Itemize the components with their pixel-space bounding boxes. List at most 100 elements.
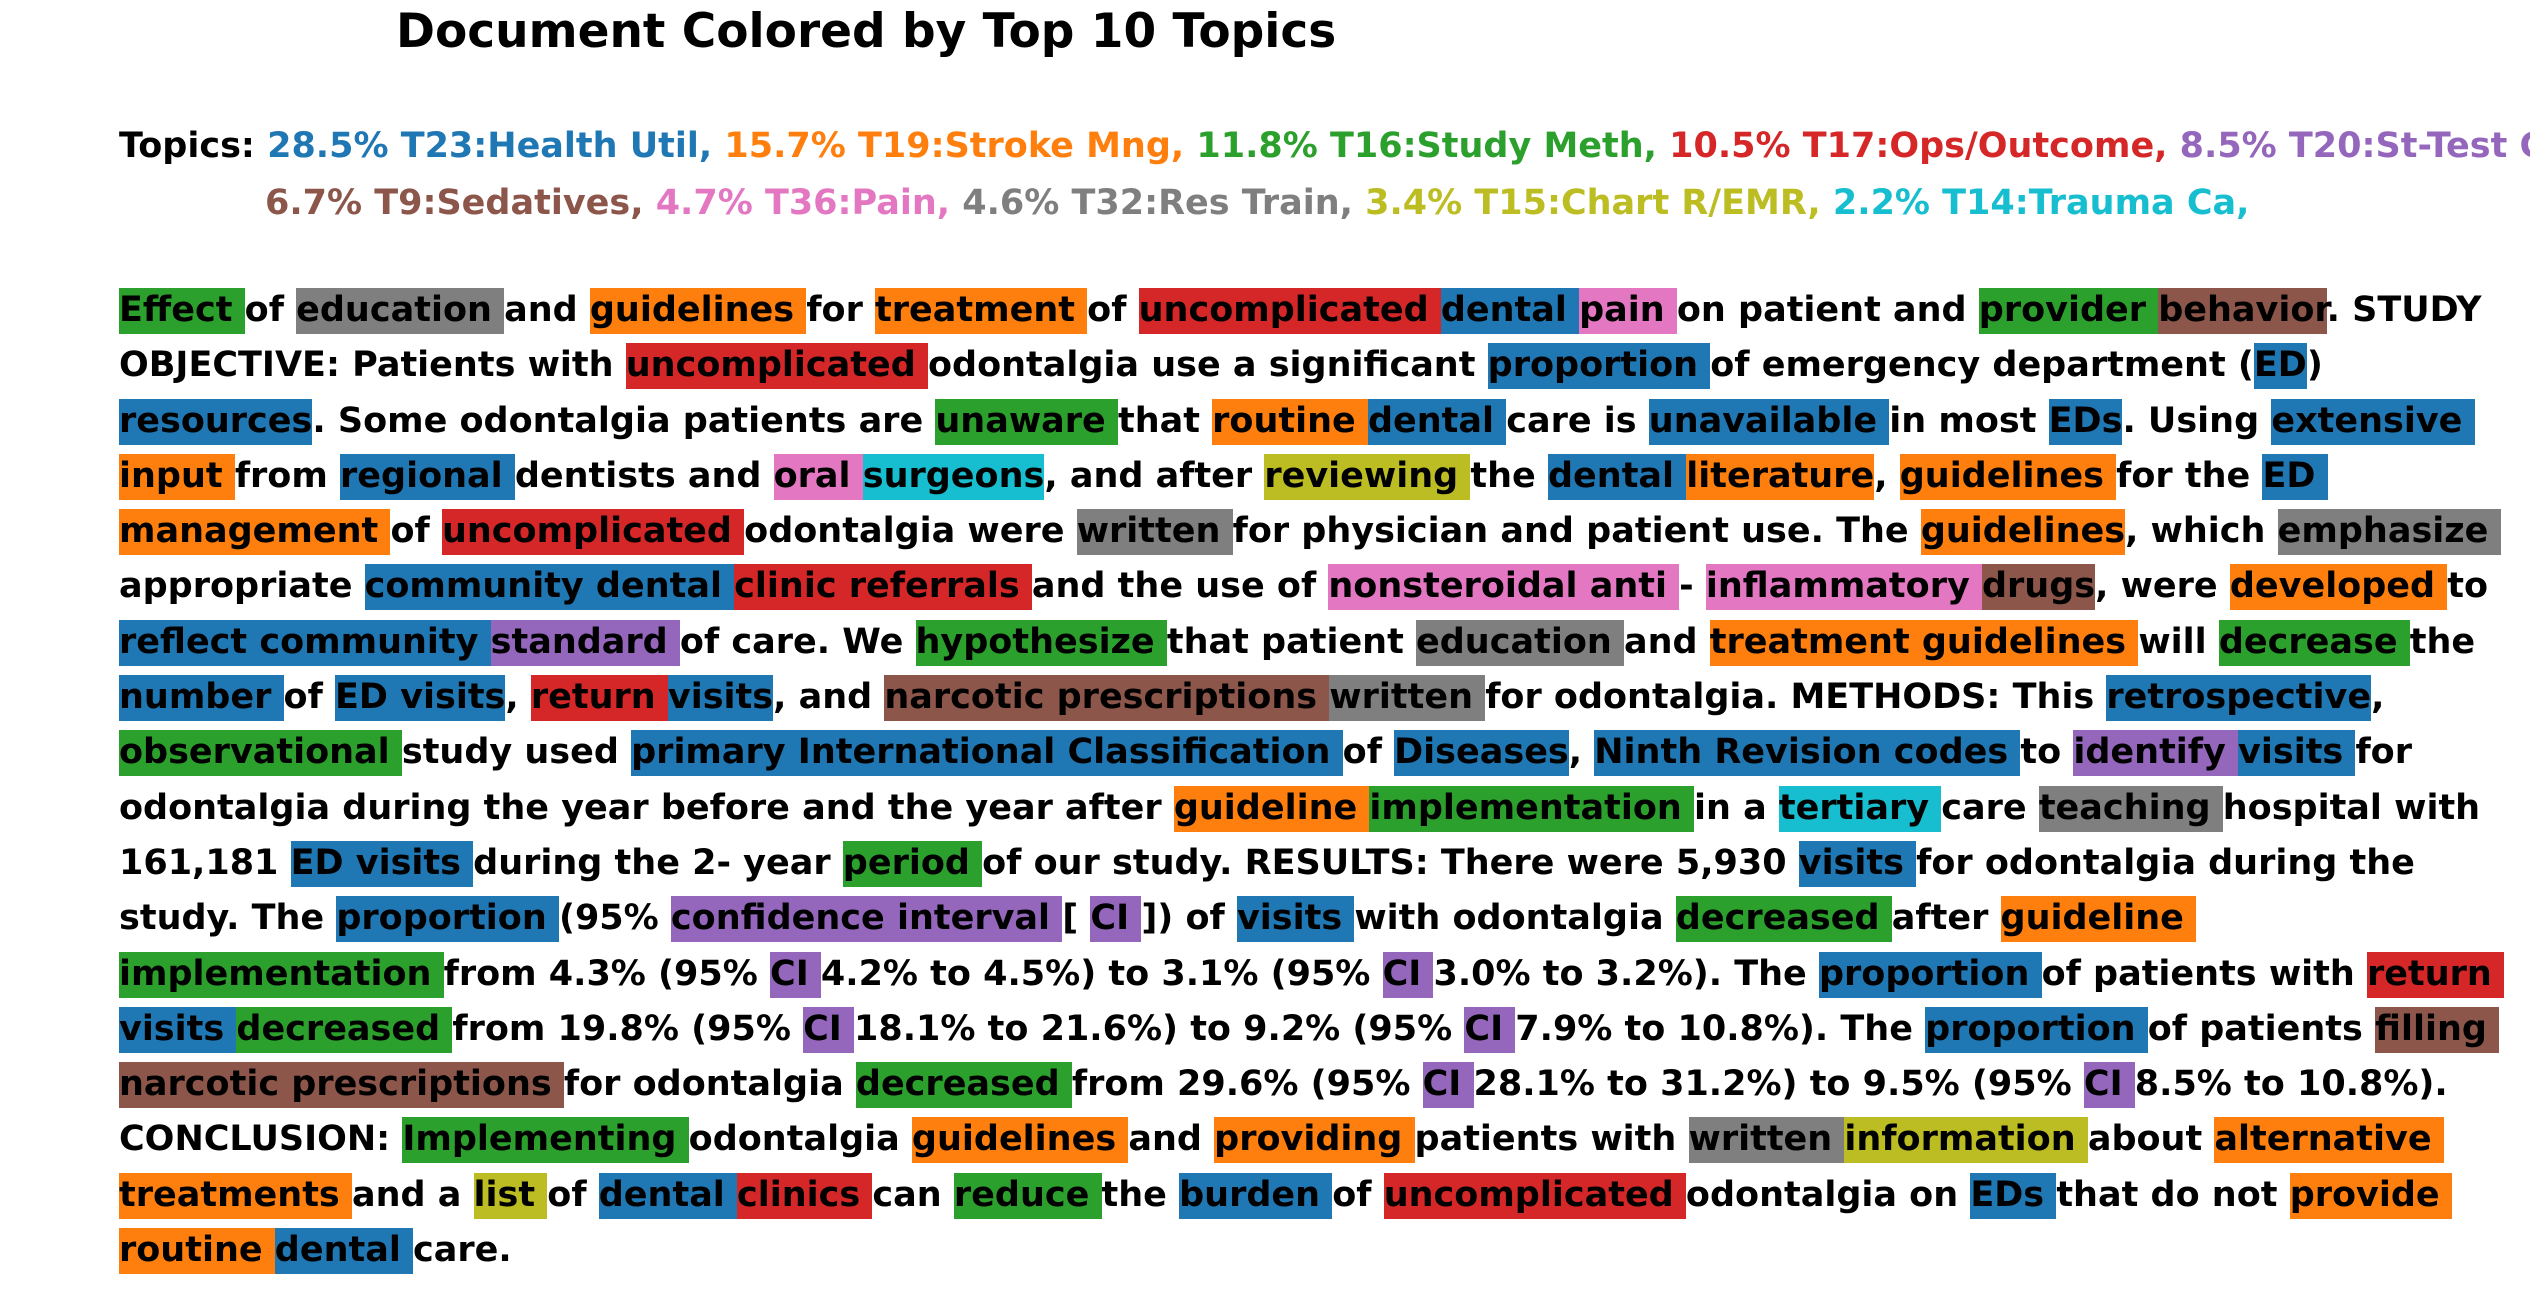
highlighted-word: unavailable: [1648, 398, 1890, 445]
plain-text: on patient and: [1676, 290, 1979, 330]
highlighted-word: developed: [2229, 564, 2448, 611]
topic-legend-item: 4.7% T36:Pain,: [655, 183, 951, 223]
highlighted-word: oral: [773, 453, 863, 500]
highlighted-word: visits: [119, 1006, 237, 1053]
plain-text: in most: [1889, 400, 2049, 441]
plain-text: . Using: [2122, 400, 2272, 441]
highlighted-word: EDs: [1970, 1172, 2057, 1219]
highlighted-word: inflammatory: [1705, 564, 1982, 611]
document-line: odontalgia during the year before and th…: [119, 781, 2481, 836]
plain-text: hospital with: [2222, 787, 2481, 828]
highlighted-word: clinics: [737, 1172, 873, 1219]
plain-text: of our study. RESULTS: There were 5,930: [982, 842, 1799, 883]
highlighted-word: CI: [1382, 951, 1434, 998]
highlighted-word: return: [530, 675, 668, 722]
highlighted-word: literature: [1686, 453, 1875, 500]
plain-text: 7.9% to 10.8%). The: [1515, 1008, 1926, 1049]
highlighted-word: anti: [1589, 564, 1680, 611]
topic-legend-item: 28.5% T23:Health Util,: [267, 126, 713, 166]
highlighted-word: burden: [1179, 1172, 1333, 1219]
highlighted-word: behavior: [2158, 288, 2327, 334]
highlighted-word: guidelines: [911, 1117, 1129, 1164]
highlighted-word: proportion: [336, 896, 559, 943]
highlighted-word: standard: [490, 619, 680, 666]
plain-text: , and after: [1044, 455, 1265, 496]
highlighted-word: visits: [1798, 840, 1917, 887]
highlighted-word: ED: [335, 675, 401, 722]
highlighted-word: codes: [1893, 730, 2021, 777]
highlighted-word: narcotic: [884, 675, 1057, 722]
plain-text: and: [1623, 621, 1710, 662]
plain-text: and a: [351, 1174, 474, 1215]
highlighted-word: referrals: [848, 564, 1032, 611]
plain-text: odontalgia on: [1685, 1174, 1971, 1215]
plain-text: and: [504, 290, 590, 330]
plain-text: ,: [505, 677, 531, 718]
topics-row-2: 6.7% T9:Sedatives, 4.7% T36:Pain, 4.6% T…: [119, 175, 2530, 232]
plain-text: 161,181: [119, 842, 291, 883]
plain-text: will: [2138, 621, 2219, 662]
figure-title: Document Colored by Top 10 Topics: [396, 4, 1337, 59]
plain-text: with odontalgia: [1354, 898, 1676, 939]
plain-text: care.: [413, 1230, 512, 1271]
plain-text: dentists and: [514, 455, 774, 496]
highlighted-word: education: [296, 288, 505, 334]
highlighted-word: observational: [119, 730, 402, 777]
topic-legend-item: 6.7% T9:Sedatives,: [265, 183, 644, 223]
document-text: Effect of education and guidelines for t…: [119, 283, 2505, 1278]
highlighted-word: list: [473, 1172, 548, 1219]
highlighted-word: drugs: [1981, 564, 2096, 611]
plain-text: for: [806, 290, 876, 330]
plain-text: for physician and patient use. The: [1232, 511, 1921, 552]
document-line: reflect community standard of care. We h…: [119, 615, 2479, 670]
highlighted-word: uncomplicated: [1138, 288, 1441, 334]
document-line: CONCLUSION: Implementing odontalgia guid…: [119, 1112, 2479, 1167]
document-line: 161,181 ED visits during the 2- year per…: [119, 836, 2479, 891]
plain-text: odontalgia during the year before and th…: [119, 787, 1174, 828]
highlighted-word: proportion: [1818, 951, 2042, 998]
highlighted-word: management: [119, 509, 391, 556]
plain-text: 8.5% to 10.8%).: [2134, 1064, 2448, 1105]
highlighted-word: International: [797, 730, 1068, 777]
highlighted-word: implementation: [1369, 785, 1695, 832]
highlighted-word: Implementing: [402, 1117, 689, 1164]
plain-text: of: [283, 677, 336, 718]
document-line: observational study used primary Interna…: [119, 725, 2479, 780]
plain-text: and: [1128, 1119, 1215, 1160]
highlighted-word: providing: [1214, 1117, 1415, 1164]
highlighted-word: written: [1076, 509, 1233, 556]
highlighted-word: identify: [2073, 730, 2239, 777]
plain-text: about: [2087, 1119, 2215, 1160]
plain-text: study. The: [119, 898, 337, 939]
plain-text: 3.0% to 3.2%). The: [1433, 953, 1819, 994]
highlighted-word: Ninth: [1594, 730, 1715, 777]
plain-text: study used: [401, 732, 632, 773]
plain-text: care is: [1506, 400, 1649, 441]
plain-text: (95%: [558, 898, 671, 939]
highlighted-word: ED: [2253, 343, 2307, 390]
topic-legend-item: 3.4% T15:Chart R/EMR,: [1365, 183, 1821, 223]
highlighted-word: Effect: [119, 288, 245, 334]
plain-text: odontalgia: [688, 1119, 912, 1160]
topic-legend-item: 4.6% T32:Res Train,: [962, 183, 1353, 223]
plain-text: of: [1342, 732, 1395, 773]
plain-text: the: [2409, 621, 2476, 662]
plain-text: of patients with: [2041, 953, 2367, 994]
highlighted-word: pain: [1579, 288, 1677, 334]
document-line: Effect of education and guidelines for t…: [119, 283, 2482, 338]
plain-text: can: [872, 1174, 954, 1215]
plain-text: from 4.3% (95%: [443, 953, 771, 994]
highlighted-word: visits: [667, 675, 774, 722]
highlighted-word: input: [119, 453, 235, 500]
highlighted-word: emphasize: [2277, 509, 2501, 556]
plain-text: OBJECTIVE: Patients with: [119, 345, 626, 386]
highlighted-word: guidelines: [1920, 509, 2126, 556]
plain-text: that patient: [1166, 621, 1417, 662]
topic-legend-item: 15.7% T19:Stroke Mng,: [724, 126, 1185, 166]
plain-text: CONCLUSION:: [119, 1119, 403, 1160]
highlighted-word: CI: [803, 1006, 855, 1053]
plain-text: after: [1891, 898, 2001, 939]
plain-text: 4.2% to 4.5%) to 3.1% (95%: [820, 953, 1383, 994]
plain-text: to: [2447, 566, 2489, 607]
highlighted-word: proportion: [1925, 1006, 2148, 1053]
